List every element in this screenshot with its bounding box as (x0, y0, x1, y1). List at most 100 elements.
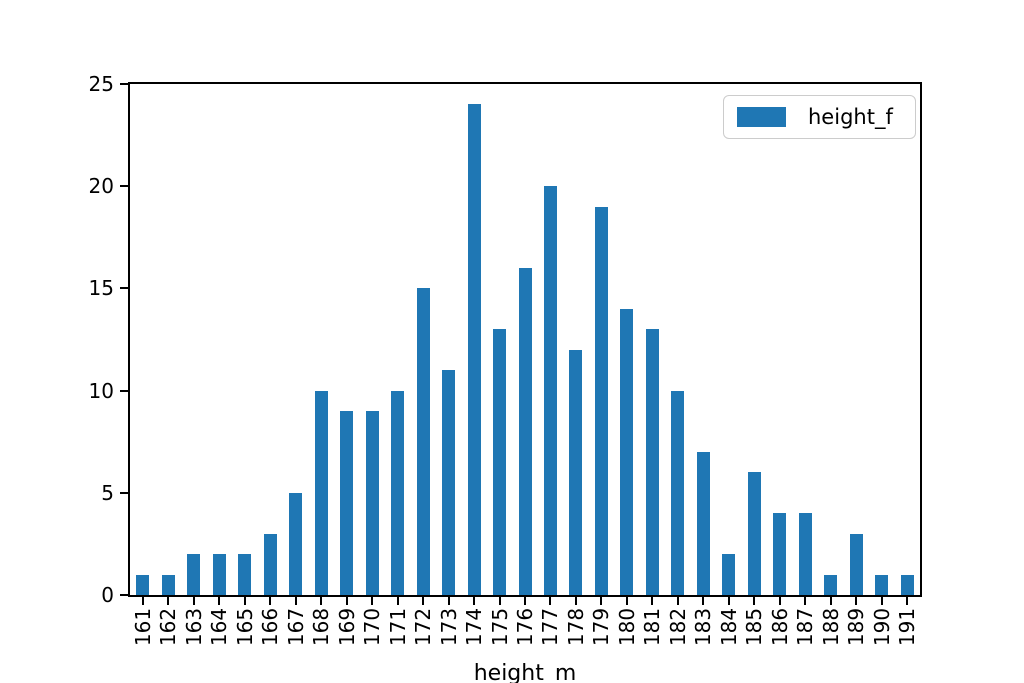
bar-176 (518, 267, 532, 595)
x-tick (702, 597, 705, 605)
x-tick (625, 597, 628, 605)
bar-168 (314, 390, 328, 595)
x-tick (778, 597, 781, 605)
x-tick-label: 182 (665, 607, 690, 647)
x-tick (753, 597, 756, 605)
x-tick-label: 190 (869, 607, 894, 647)
y-tick (120, 83, 128, 85)
x-tick-label: 162 (156, 607, 181, 647)
x-tick-label: 178 (563, 607, 588, 647)
x-tick (574, 597, 577, 605)
x-tick (447, 597, 450, 605)
x-tick (192, 597, 195, 605)
x-tick-label: 187 (793, 607, 818, 647)
x-tick (651, 597, 654, 605)
x-tick-label: 176 (513, 607, 537, 647)
x-tick (880, 597, 883, 605)
x-tick-label: 189 (844, 607, 869, 647)
bar-167 (289, 492, 303, 595)
x-tick-label: 177 (538, 607, 563, 647)
y-tick (120, 594, 128, 596)
y-tick-label: 15 (88, 276, 114, 301)
x-tick-label: 165 (232, 607, 257, 647)
x-tick-label: 161 (130, 607, 155, 647)
bar-174 (467, 104, 481, 595)
x-tick (855, 597, 858, 605)
bar-171 (391, 390, 405, 595)
y-tick (120, 185, 128, 188)
y-tick-label: 10 (88, 378, 114, 403)
y-tick-label: 5 (101, 480, 114, 505)
x-tick-label: 172 (411, 607, 436, 647)
bar-180 (620, 308, 634, 595)
x-tick (167, 597, 170, 605)
x-tick (804, 597, 807, 605)
bar-189 (849, 533, 863, 595)
x-tick (141, 597, 144, 605)
x-tick (549, 597, 552, 605)
y-tick-label: 20 (88, 174, 114, 199)
x-tick-label: 167 (283, 607, 308, 647)
y-tick (120, 491, 128, 494)
bar-181 (645, 329, 659, 595)
bar-191 (900, 574, 914, 595)
x-tick (600, 597, 603, 605)
bar-178 (569, 349, 583, 595)
x-tick-label: 170 (360, 607, 385, 647)
x-tick (906, 597, 909, 605)
x-tick-label: 185 (742, 607, 767, 647)
bar-186 (773, 513, 787, 595)
bar-163 (187, 554, 201, 595)
bar-170 (365, 411, 379, 595)
x-tick-label: 184 (716, 607, 741, 647)
bar-162 (161, 574, 175, 595)
x-tick (676, 597, 679, 605)
x-tick (422, 597, 425, 605)
legend: height_f (723, 95, 916, 139)
x-tick-label: 181 (640, 607, 665, 647)
x-tick-label: 174 (462, 607, 487, 647)
bar-164 (212, 554, 226, 595)
bar-184 (722, 554, 736, 595)
bar-177 (543, 186, 557, 595)
y-tick-label: 0 (101, 583, 114, 607)
bar-182 (671, 390, 685, 595)
y-tick (120, 287, 128, 290)
x-tick (829, 597, 832, 605)
bar-165 (238, 554, 252, 595)
x-tick-label: 166 (258, 607, 283, 647)
bar-175 (493, 329, 507, 595)
bar-188 (824, 574, 838, 595)
bar-161 (136, 574, 150, 595)
x-tick (524, 597, 526, 605)
bar-173 (442, 370, 456, 595)
x-tick-label: 173 (436, 607, 461, 647)
bar-187 (798, 513, 812, 595)
x-tick-label: 171 (385, 607, 410, 647)
x-tick (320, 597, 323, 605)
x-tick-label: 180 (614, 607, 639, 647)
x-tick (294, 597, 297, 605)
x-tick-label: 175 (487, 607, 512, 647)
bar-169 (340, 411, 354, 595)
x-tick (243, 597, 246, 605)
x-tick-label: 179 (589, 607, 614, 647)
bar-185 (747, 472, 761, 595)
x-tick-label: 164 (207, 607, 232, 647)
bar-183 (696, 451, 710, 595)
x-tick (345, 597, 348, 605)
legend-color-swatch (737, 107, 786, 127)
x-tick-label: 186 (767, 607, 792, 647)
bar-172 (416, 288, 430, 595)
x-axis-label: height_m (473, 661, 577, 683)
x-tick-label: 188 (818, 607, 843, 647)
y-tick (120, 389, 128, 392)
x-tick-label: 169 (334, 607, 359, 647)
x-tick (396, 597, 399, 605)
bar-179 (594, 206, 608, 595)
x-tick-label: 168 (309, 607, 334, 647)
legend-label: height_f (808, 105, 893, 129)
bar-166 (263, 533, 277, 595)
x-tick (727, 597, 730, 605)
